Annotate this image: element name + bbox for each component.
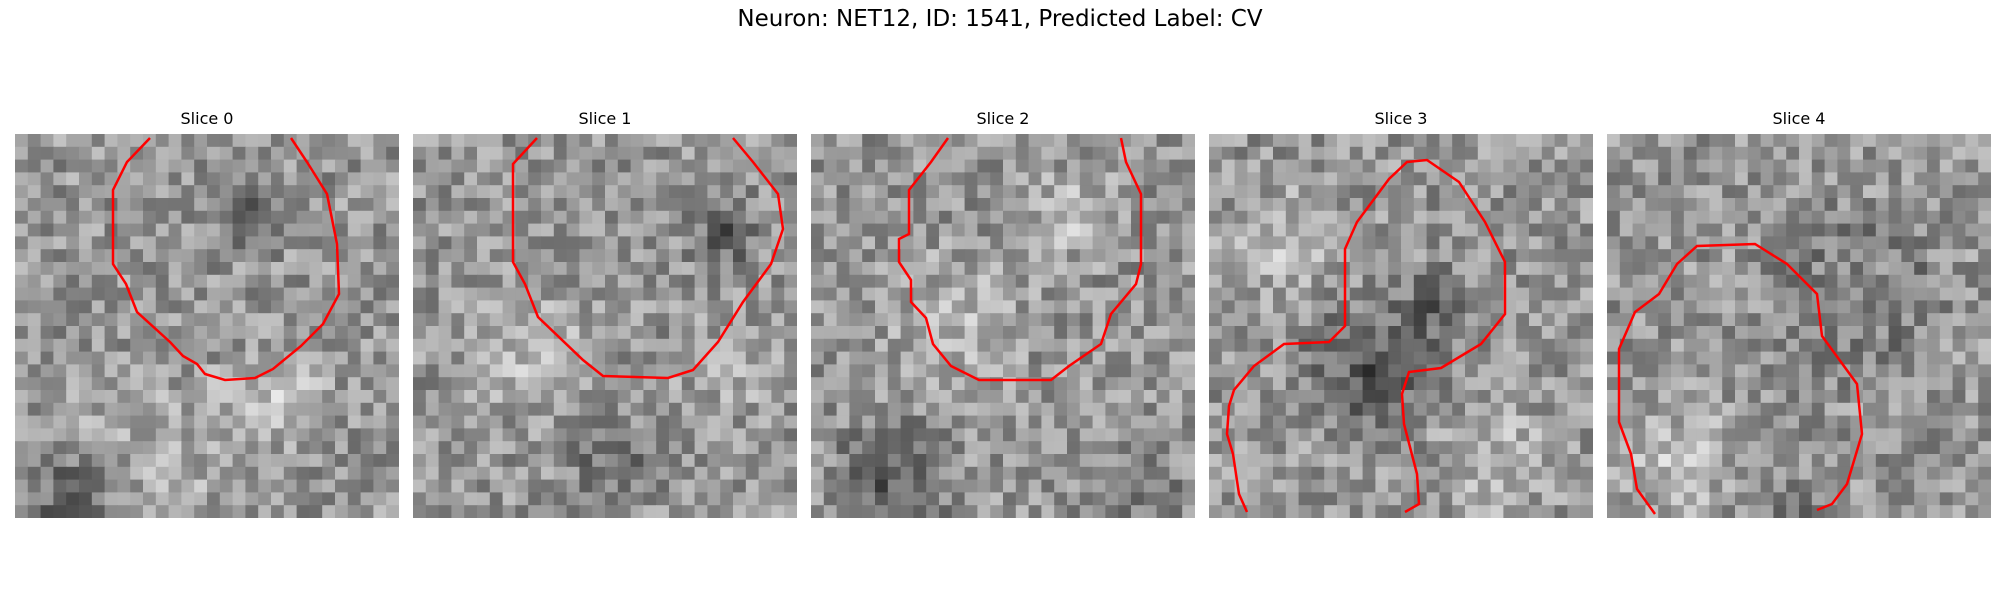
- slice-panel-0: Slice 0: [15, 107, 399, 518]
- slice-image-canvas: [15, 134, 399, 518]
- slice-panel-4: Slice 4: [1607, 107, 1991, 518]
- slice-image: [1607, 134, 1991, 518]
- slice-image: [15, 134, 399, 518]
- slice-panel-3: Slice 3: [1209, 107, 1593, 518]
- slice-image: [811, 134, 1195, 518]
- figure-title: Neuron: NET12, ID: 1541, Predicted Label…: [0, 6, 2000, 32]
- slice-panel-2: Slice 2: [811, 107, 1195, 518]
- slice-panel-1: Slice 1: [413, 107, 797, 518]
- slice-image: [413, 134, 797, 518]
- slice-image: [1209, 134, 1593, 518]
- slice-title: Slice 2: [811, 107, 1195, 131]
- slice-title: Slice 3: [1209, 107, 1593, 131]
- slice-image-canvas: [811, 134, 1195, 518]
- slice-image-canvas: [1209, 134, 1593, 518]
- slice-title: Slice 1: [413, 107, 797, 131]
- slice-title: Slice 0: [15, 107, 399, 131]
- slice-image-canvas: [413, 134, 797, 518]
- slice-image-canvas: [1607, 134, 1991, 518]
- slice-title: Slice 4: [1607, 107, 1991, 131]
